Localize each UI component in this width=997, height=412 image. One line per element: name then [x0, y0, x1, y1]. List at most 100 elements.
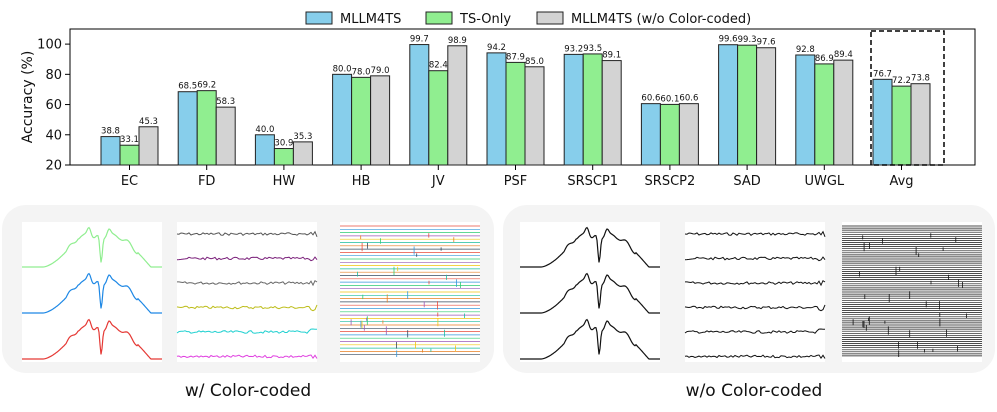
- bar-value-label: 89.1: [602, 51, 621, 61]
- bar-avg-0: [872, 78, 893, 166]
- series-line: [520, 272, 660, 314]
- bar-value-label: 45.3: [139, 117, 158, 127]
- bar-uwgl-2: [833, 59, 854, 166]
- x-tick-label: FD: [198, 174, 216, 189]
- signal-line: [176, 230, 318, 237]
- bar-value-label: 87.9: [506, 52, 525, 62]
- bar-jv-2: [447, 45, 468, 166]
- x-tick-label: SRSCP2: [645, 174, 696, 189]
- legend-label: MLLM4TS (w/o Color-coded): [571, 12, 751, 27]
- bar-hb-0: [332, 73, 353, 166]
- legend-swatch: [305, 11, 333, 25]
- signal-line: [176, 328, 317, 334]
- y-tick-label: 60: [45, 98, 62, 113]
- bar-sad-1: [737, 44, 758, 166]
- bar-value-label: 40.0: [255, 125, 274, 135]
- bar-psf-1: [505, 61, 526, 166]
- bar-value-label: 99.6: [719, 35, 738, 45]
- bar-ec-2: [138, 126, 159, 166]
- y-tick-label: 80: [45, 68, 62, 83]
- panel-drawings: [22, 225, 982, 360]
- bar-uwgl-1: [814, 63, 835, 166]
- bar-value-label: 82.4: [429, 61, 448, 71]
- bar-ec-1: [119, 144, 140, 166]
- signal-line: [684, 354, 826, 359]
- bar-value-label: 99.3: [738, 35, 757, 45]
- bar-value-label: 93.5: [583, 44, 602, 54]
- signal-line: [684, 328, 825, 334]
- bar-value-label: 35.3: [293, 132, 312, 142]
- right-caption: w/o Color-coded: [686, 381, 823, 401]
- bar-value-label: 60.6: [679, 94, 698, 104]
- bar-hw-2: [292, 141, 313, 166]
- bar-value-label: 38.8: [101, 127, 120, 137]
- bar-sad-2: [756, 47, 777, 166]
- signal-line: [684, 230, 826, 237]
- x-tick-label: UWGL: [804, 174, 844, 189]
- y-tick-label: 40: [45, 128, 62, 143]
- bar-value-label: 97.6: [757, 38, 776, 48]
- x-tick-label: JV: [431, 174, 445, 189]
- series-line: [22, 318, 162, 360]
- x-ticks: EC FD HW HB JV PSF SRSCP1 SRSCP2 SAD UWGL Avg: [121, 165, 914, 189]
- bar-hw-1: [273, 148, 294, 166]
- bar-value-label: 98.9: [448, 36, 467, 46]
- y-ticks: 20 40 60 80 100: [37, 38, 70, 174]
- bar-srscp2-1: [659, 103, 680, 166]
- bar-value-label: 89.4: [834, 50, 853, 60]
- color-signal-plot: [177, 222, 317, 362]
- signal-line: [176, 256, 318, 262]
- bar-value-label: 79.0: [371, 66, 390, 76]
- signal-line: [176, 304, 318, 312]
- bar-fd-1: [196, 90, 217, 166]
- bar-value-label: 73.8: [911, 74, 930, 84]
- x-tick-label: Avg: [889, 174, 913, 189]
- x-tick-label: EC: [121, 174, 138, 189]
- signal-line: [176, 354, 318, 359]
- legend-swatch: [425, 11, 453, 25]
- y-axis-label: Accuracy (%): [20, 51, 36, 144]
- bar-srscp1-0: [563, 53, 584, 166]
- x-tick-label: SAD: [733, 174, 760, 189]
- bar-value-label: 68.5: [178, 82, 197, 92]
- bar-value-label: 60.6: [641, 94, 660, 104]
- bar-jv-0: [409, 44, 430, 166]
- bar-fd-0: [177, 91, 198, 166]
- legend-label: TS-Only: [459, 12, 511, 27]
- x-tick-label: HW: [273, 174, 296, 189]
- bar-value-label: 78.0: [352, 67, 371, 77]
- bar-srscp1-2: [601, 60, 622, 166]
- series-line: [520, 318, 660, 360]
- avg-highlight-box: [870, 30, 945, 166]
- bar-ec-0: [100, 136, 121, 166]
- signal-line: [685, 279, 826, 287]
- series-line: [520, 226, 660, 268]
- bar-value-label: 92.8: [796, 45, 815, 55]
- mono-signal-plot: [685, 222, 825, 362]
- bar-value-label: 72.2: [892, 76, 911, 86]
- signal-line: [684, 256, 826, 262]
- bar-value-label: 33.1: [120, 135, 139, 145]
- legend-label: MLLM4TS: [340, 12, 401, 27]
- bar-uwgl-0: [795, 54, 816, 166]
- series-line: [22, 272, 162, 314]
- signal-line: [177, 279, 318, 287]
- bar-value-label: 93.2: [564, 44, 583, 54]
- mono-line-plot: [520, 222, 660, 362]
- bar-value-label: 86.9: [815, 54, 834, 64]
- bar-hw-0: [254, 134, 275, 166]
- color-line-plot: [22, 222, 162, 362]
- bar-value-label: 69.2: [197, 81, 216, 91]
- bar-avg-2: [910, 83, 931, 166]
- x-tick-label: SRSCP1: [567, 174, 618, 189]
- y-tick-label: 20: [45, 159, 62, 174]
- bar-hb-1: [351, 76, 372, 166]
- bar-jv-1: [428, 70, 449, 166]
- bar-psf-0: [486, 52, 507, 166]
- legend: MLLM4TS TS-Only MLLM4TS (w/o Color-coded): [305, 11, 751, 27]
- signal-line: [684, 304, 826, 312]
- bar-value-label: 94.2: [487, 43, 506, 53]
- bar-value-label: 30.9: [274, 139, 293, 149]
- bar-srscp2-0: [640, 103, 661, 166]
